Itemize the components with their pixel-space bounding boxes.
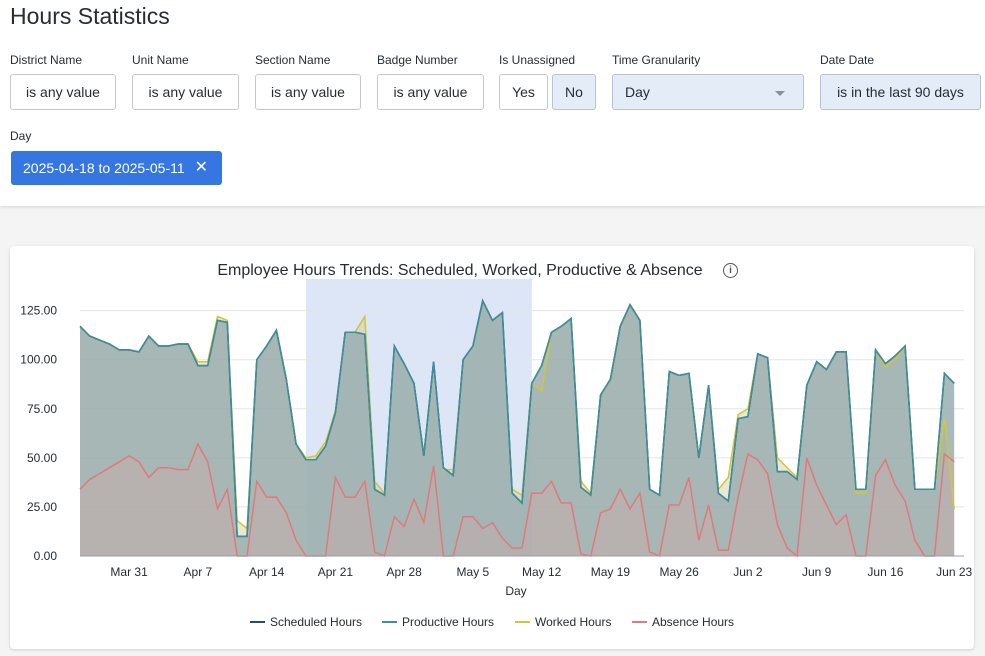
chevron-down-icon	[775, 91, 785, 96]
y-tick-label: 25.00	[27, 500, 57, 514]
y-tick-label: 75.00	[27, 402, 57, 416]
unassigned-filter-label: Is Unassigned	[499, 53, 576, 67]
district-filter[interactable]: is any value	[10, 74, 116, 110]
filter-panel: Hours Statistics District Name is any va…	[0, 0, 985, 206]
legend-worked-hours: Worked Hours	[535, 615, 611, 629]
info-icon[interactable]: i	[723, 263, 738, 278]
badge-filter-label: Badge Number	[377, 53, 458, 67]
legend-scheduled-hours: Scheduled Hours	[270, 615, 362, 629]
legend-productive-hours: Productive Hours	[402, 615, 494, 629]
date-filter[interactable]: is in the last 90 days	[820, 74, 981, 110]
day-range-value: 2025-04-18 to 2025-05-11	[23, 160, 185, 176]
granularity-dropdown[interactable]: Day	[612, 74, 804, 110]
section-filter-label: Section Name	[255, 53, 331, 67]
page-title: Hours Statistics	[10, 3, 170, 29]
x-tick-label: May 19	[591, 565, 631, 579]
x-tick-label: Jun 9	[802, 565, 832, 579]
date-filter-label: Date Date	[820, 53, 875, 67]
x-tick-label: Jun 2	[733, 565, 763, 579]
unit-filter-label: Unit Name	[132, 53, 189, 67]
y-tick-label: 0.00	[34, 549, 58, 563]
absence-hours-line	[79, 442, 955, 558]
scheduled-hours-area	[80, 300, 955, 556]
x-tick-label: Mar 31	[110, 565, 148, 579]
absence-hours-area	[80, 444, 955, 556]
chart-title: Employee Hours Trends: Scheduled, Worked…	[217, 262, 703, 279]
granularity-value: Day	[625, 84, 650, 100]
close-icon[interactable]: ✕	[194, 159, 208, 176]
badge-filter[interactable]: is any value	[377, 74, 484, 110]
x-tick-label: Apr 7	[184, 565, 213, 579]
day-filter-label: Day	[10, 129, 32, 143]
x-tick-label: Jun 16	[867, 565, 903, 579]
productive-hours-line	[79, 298, 955, 538]
x-tick-label: May 5	[457, 565, 490, 579]
x-axis-label: Day	[505, 584, 526, 598]
y-tick-label: 50.00	[27, 451, 57, 465]
legend-absence-hours: Absence Hours	[652, 615, 734, 629]
x-tick-label: Apr 21	[318, 565, 354, 579]
unassigned-no-button[interactable]: No	[552, 74, 596, 110]
x-tick-label: Apr 28	[386, 565, 422, 579]
unassigned-yes-button[interactable]: Yes	[499, 74, 548, 110]
x-tick-label: May 12	[522, 565, 562, 579]
unit-filter[interactable]: is any value	[132, 74, 239, 110]
y-tick-label: 125.00	[20, 304, 57, 318]
chart-card: Employee Hours Trends: Scheduled, Worked…	[10, 246, 974, 649]
hours-chart: 0.00 25.00 50.00 75.00 100.00 125.00 Mar 31 Apr…	[20, 279, 973, 629]
x-tick-label: Jun 23	[936, 565, 972, 579]
x-tick-label: Apr 14	[249, 565, 285, 579]
section-filter[interactable]: is any value	[255, 74, 361, 110]
district-filter-label: District Name	[10, 53, 83, 67]
granularity-filter-label: Time Granularity	[612, 53, 701, 67]
day-range-chip[interactable]: 2025-04-18 to 2025-05-11 ✕	[11, 151, 222, 185]
x-tick-label: May 26	[659, 565, 699, 579]
y-tick-label: 100.00	[20, 353, 57, 367]
